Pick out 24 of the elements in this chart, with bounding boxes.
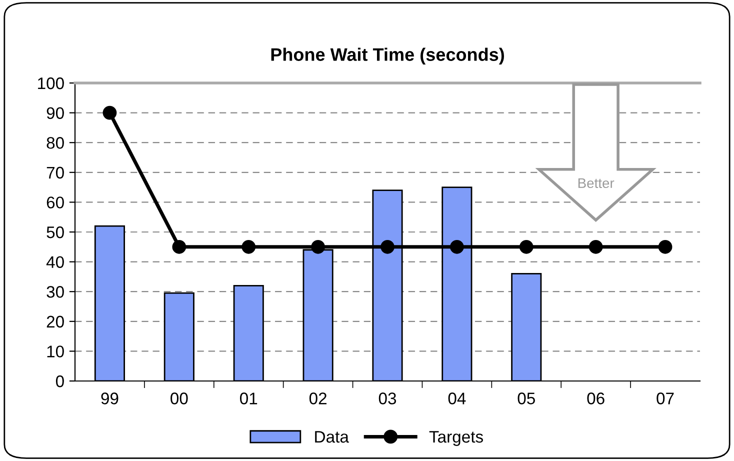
x-tick-label: 07 [656,392,674,404]
chart-title: Phone Wait Time (seconds) [271,48,504,65]
y-tick-label: 50 [46,226,64,238]
legend-label: Data [315,431,349,443]
y-tick-label: 60 [46,196,64,208]
y-tick-label: 80 [46,137,64,149]
x-tick-label: 00 [170,392,188,404]
legend-label: Targets [429,431,483,446]
y-tick-label: 30 [46,286,64,298]
y-tick-label: 90 [46,107,64,120]
y-tick-label: 10 [47,346,64,358]
x-tick-label: 99 [101,392,118,404]
x-tick-label: 02 [309,392,326,404]
y-tick-label: 20 [46,316,64,328]
y-tick-label: 0 [56,375,64,388]
x-tick-label: 03 [378,392,396,404]
x-tick-label: 04 [448,392,466,404]
y-tick-label: 100 [38,77,64,90]
x-tick-label: 06 [587,392,604,404]
y-tick-label: 70 [46,166,64,179]
x-tick-label: 05 [518,392,535,404]
annotation: Better [578,178,614,188]
y-tick-label: 40 [46,256,64,268]
x-tick-label: 01 [240,392,258,404]
